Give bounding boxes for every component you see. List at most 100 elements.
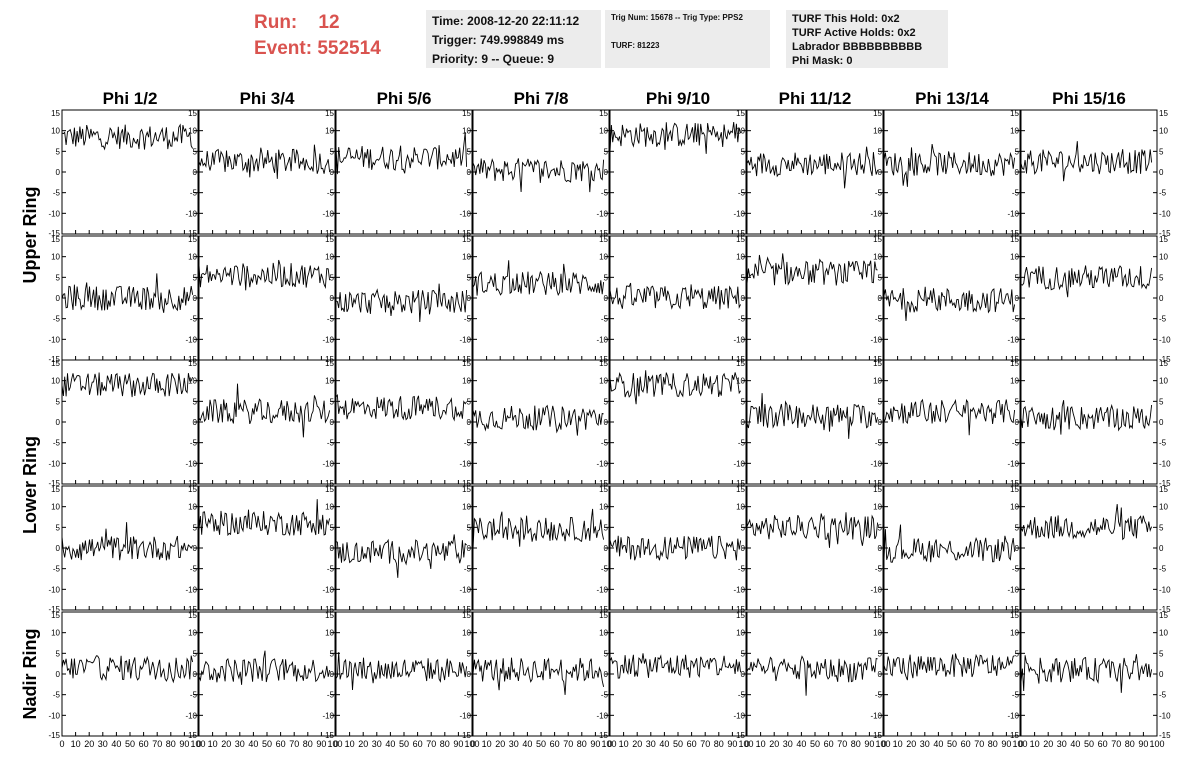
x-tick-label: 70 [1111, 739, 1121, 749]
y-tick-label: 0 [1159, 544, 1164, 553]
waveform-panel: -15 -10 -5 0 5 10 15 [185, 485, 336, 614]
x-tick-label: 80 [440, 739, 450, 749]
waveform-panel: -15 -10 -5 0 5 10 15 [185, 359, 336, 488]
y-tick-label: -15 [733, 731, 745, 740]
y-tick-label: 5 [193, 649, 198, 658]
x-tick-label: 80 [577, 739, 587, 749]
x-tick-label: 40 [385, 739, 395, 749]
waveform-panel: -15 -10 -5 0 5 10 15 [322, 109, 473, 238]
waveform-trace [61, 273, 194, 313]
waveform-panel: -15 -10 -5 0 5 10 15 [459, 359, 610, 488]
y-tick-label: -15 [48, 479, 60, 488]
y-tick-label: -15 [459, 479, 471, 488]
x-tick-label: 90 [590, 739, 600, 749]
x-tick-label: 40 [796, 739, 806, 749]
waveform-panel: -15 -10 -5 0 5 10 15 [322, 485, 473, 614]
x-tick-label: 90 [179, 739, 189, 749]
x-tick-label: 0 [196, 739, 201, 749]
y-tick-label: 15 [736, 611, 745, 620]
y-tick-label: 0 [741, 544, 746, 553]
y-tick-label: -10 [459, 209, 471, 218]
y-tick-label: 0 [878, 168, 883, 177]
y-tick-label: -15 [1159, 229, 1171, 238]
x-tick-label: 100 [327, 739, 342, 749]
y-tick-label: 0 [878, 294, 883, 303]
y-tick-label: 0 [604, 544, 609, 553]
y-tick-label: 10 [1159, 127, 1168, 136]
y-tick-label: 5 [56, 147, 61, 156]
waveform-trace [609, 535, 742, 561]
y-tick-label: -5 [464, 315, 472, 324]
x-tick-label: 40 [522, 739, 532, 749]
y-tick-label: 15 [1010, 359, 1019, 368]
y-tick-label: 5 [1159, 147, 1164, 156]
y-tick-label: -5 [327, 315, 335, 324]
y-tick-label: -15 [459, 605, 471, 614]
y-tick-label: -15 [185, 229, 197, 238]
y-tick-label: 5 [741, 523, 746, 532]
y-tick-label: 0 [330, 544, 335, 553]
y-tick-label: 10 [873, 503, 882, 512]
y-tick-label: 15 [873, 235, 882, 244]
x-tick-label: 100 [190, 739, 205, 749]
x-tick-label: 0 [744, 739, 749, 749]
x-tick-label: 0 [607, 739, 612, 749]
waveform-panel: -15 -10 -5 0 5 10 15 [733, 485, 884, 614]
y-tick-label: 10 [462, 127, 471, 136]
y-tick-label: 10 [1010, 127, 1019, 136]
y-tick-label: 5 [467, 273, 472, 282]
y-tick-label: 5 [604, 523, 609, 532]
y-tick-label: 0 [193, 294, 198, 303]
y-tick-label: -10 [1159, 209, 1171, 218]
y-tick-label: -5 [601, 565, 609, 574]
y-tick-label: 0 [1015, 418, 1020, 427]
y-tick-label: 10 [325, 127, 334, 136]
y-tick-label: 15 [736, 235, 745, 244]
y-tick-label: 5 [467, 397, 472, 406]
y-tick-label: -15 [1007, 605, 1019, 614]
y-tick-label: 0 [604, 418, 609, 427]
y-tick-label: 5 [467, 523, 472, 532]
waveform-panel: -15 -10 -5 0 5 10 15 [48, 109, 199, 238]
y-tick-label: 10 [1010, 629, 1019, 638]
x-tick-label: 90 [864, 739, 874, 749]
y-tick-label: 10 [873, 377, 882, 386]
x-tick-label: 60 [139, 739, 149, 749]
y-tick-label: 15 [462, 485, 471, 494]
y-tick-label: 15 [51, 611, 60, 620]
x-tick-label: 40 [248, 739, 258, 749]
y-tick-label: 10 [873, 127, 882, 136]
y-tick-label: 5 [741, 147, 746, 156]
y-tick-label: 10 [325, 629, 334, 638]
y-tick-label: 0 [193, 168, 198, 177]
panel-frame [335, 359, 473, 485]
y-tick-label: -5 [190, 315, 198, 324]
y-tick-label: -10 [870, 459, 882, 468]
y-tick-label: -15 [185, 731, 197, 740]
y-tick-label: -15 [48, 355, 60, 364]
y-tick-label: 10 [736, 253, 745, 262]
y-tick-label: -15 [322, 605, 334, 614]
column-title: Phi 1/2 [103, 89, 158, 108]
panel-frame [883, 485, 1021, 611]
y-tick-label: -15 [1007, 229, 1019, 238]
y-tick-label: 10 [1010, 253, 1019, 262]
y-tick-label: -10 [1159, 585, 1171, 594]
y-tick-label: 0 [1015, 168, 1020, 177]
x-tick-label: 20 [632, 739, 642, 749]
x-tick-label: 20 [358, 739, 368, 749]
y-tick-label: 5 [741, 397, 746, 406]
y-tick-label: 10 [599, 253, 608, 262]
y-tick-label: 10 [51, 503, 60, 512]
waveform-trace [609, 282, 742, 310]
x-tick-label: 60 [687, 739, 697, 749]
y-tick-label: 0 [56, 168, 61, 177]
y-tick-label: 5 [1015, 523, 1020, 532]
y-tick-label: 10 [188, 253, 197, 262]
waveform-panel: -15 -10 -5 0 5 10 15 [596, 485, 747, 614]
y-tick-label: 5 [467, 147, 472, 156]
x-tick-label: 50 [673, 739, 683, 749]
waveform-panel: -15 -10 -5 0 5 10 15 [870, 485, 1021, 614]
